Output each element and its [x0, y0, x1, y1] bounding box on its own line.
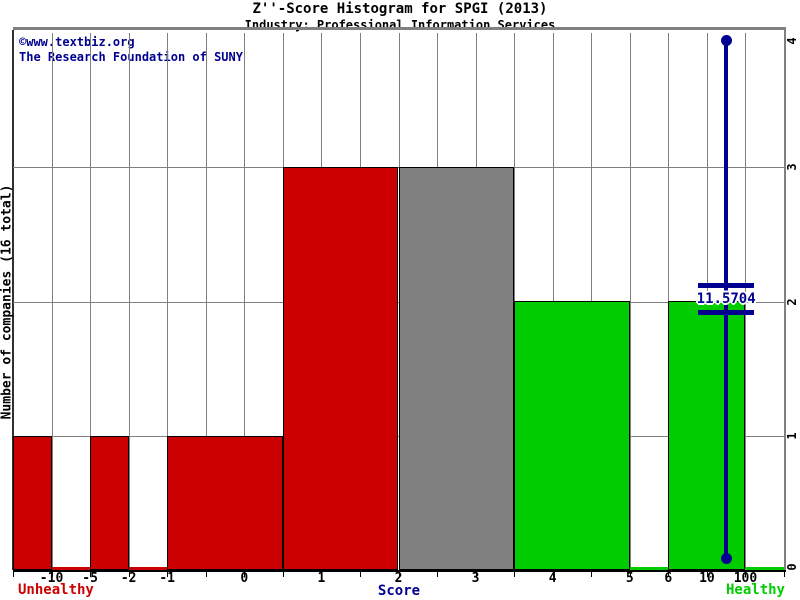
- x-tick-label: -5: [82, 571, 98, 586]
- x-tick-mark: [167, 572, 168, 577]
- x-tick-mark: [244, 572, 245, 577]
- histogram-bar: [668, 301, 746, 570]
- x-tick-label: -10: [39, 571, 64, 586]
- watermark-line2: The Research Foundation of SUNY: [19, 50, 243, 64]
- x-tick-label: -1: [159, 571, 176, 586]
- x-tick-mark: [321, 572, 322, 577]
- gridline-vertical: [51, 33, 53, 570]
- gridline-vertical: [244, 33, 246, 570]
- y-tick-label: 4: [785, 37, 799, 45]
- marker-dot-top: [720, 35, 732, 46]
- histogram-bar: [13, 436, 52, 570]
- gridline-vertical: [745, 33, 747, 570]
- histogram-bar: [90, 436, 129, 570]
- x-tick-label: 10: [699, 571, 715, 586]
- x-tick-mark: [591, 572, 592, 577]
- watermark-line1: ©www.textbiz.org: [19, 35, 135, 49]
- histogram-bar: [398, 167, 515, 570]
- x-tick-label: 4: [548, 571, 557, 586]
- x-axis-title: Score: [377, 583, 421, 599]
- marker-value-label: 11.5704: [696, 291, 756, 307]
- x-tick-label: -2: [120, 571, 137, 586]
- gridline-vertical: [629, 33, 631, 570]
- x-tick-mark: [707, 572, 708, 577]
- plot-right-border: [784, 27, 786, 570]
- plot-top-border: [13, 27, 786, 30]
- x-tick-mark: [283, 572, 284, 577]
- marker-dot-bottom: [720, 553, 732, 564]
- x-tick-mark: [360, 572, 361, 577]
- x-tick-label: 1: [317, 571, 326, 586]
- x-axis-line: [13, 570, 786, 572]
- zone-label-unhealthy: Unhealthy: [18, 582, 94, 598]
- y-tick-label: 1: [785, 432, 799, 440]
- histogram-bar: [167, 436, 283, 570]
- gridline-vertical: [167, 33, 169, 570]
- histogram-bar: [51, 567, 91, 570]
- x-tick-mark: [745, 572, 746, 577]
- marker-whisker-lower: [698, 310, 755, 315]
- x-tick-mark: [399, 572, 400, 577]
- zone-label-healthy: Healthy: [725, 582, 785, 598]
- y-tick-label: 0: [785, 563, 799, 571]
- x-tick-label: 0: [240, 571, 249, 586]
- x-tick-mark: [52, 572, 53, 577]
- marker-line: [724, 40, 729, 558]
- histogram-bar: [128, 567, 168, 570]
- y-tick-label: 2: [785, 297, 799, 306]
- gridline-vertical: [205, 33, 207, 570]
- marker-whisker-upper: [698, 283, 755, 288]
- x-tick-mark: [553, 572, 554, 577]
- page-title: Z''-Score Histogram for SPGI (2013): [252, 1, 548, 17]
- y-axis-line: [12, 30, 14, 570]
- x-tick-label: 2: [394, 571, 403, 586]
- x-tick-mark: [13, 572, 14, 577]
- x-tick-mark: [206, 572, 207, 577]
- gridline-vertical: [128, 33, 130, 570]
- x-tick-mark: [514, 572, 515, 577]
- x-tick-mark: [129, 572, 130, 577]
- plot-area: ©www.textbiz.org The Research Foundation…: [13, 33, 784, 570]
- x-tick-mark: [90, 572, 91, 577]
- x-tick-label: 6: [664, 571, 673, 586]
- x-tick-label: 100: [733, 571, 758, 586]
- x-tick-mark: [668, 572, 669, 577]
- histogram-bar: [282, 167, 399, 570]
- x-tick-mark: [630, 572, 631, 577]
- histogram-bar: [514, 301, 630, 570]
- x-tick-mark: [784, 572, 785, 577]
- y-axis-title: Number of companies (16 total): [0, 184, 15, 420]
- histogram-bar: [629, 567, 669, 570]
- x-tick-label: 5: [625, 571, 634, 586]
- x-tick-mark: [476, 572, 477, 577]
- histogram-bar: [745, 567, 784, 570]
- gridline-vertical: [90, 33, 92, 570]
- watermark: ©www.textbiz.org The Research Foundation…: [19, 35, 243, 65]
- x-tick-mark: [437, 572, 438, 577]
- y-tick-label: 3: [785, 163, 799, 171]
- x-tick-label: 3: [471, 571, 480, 586]
